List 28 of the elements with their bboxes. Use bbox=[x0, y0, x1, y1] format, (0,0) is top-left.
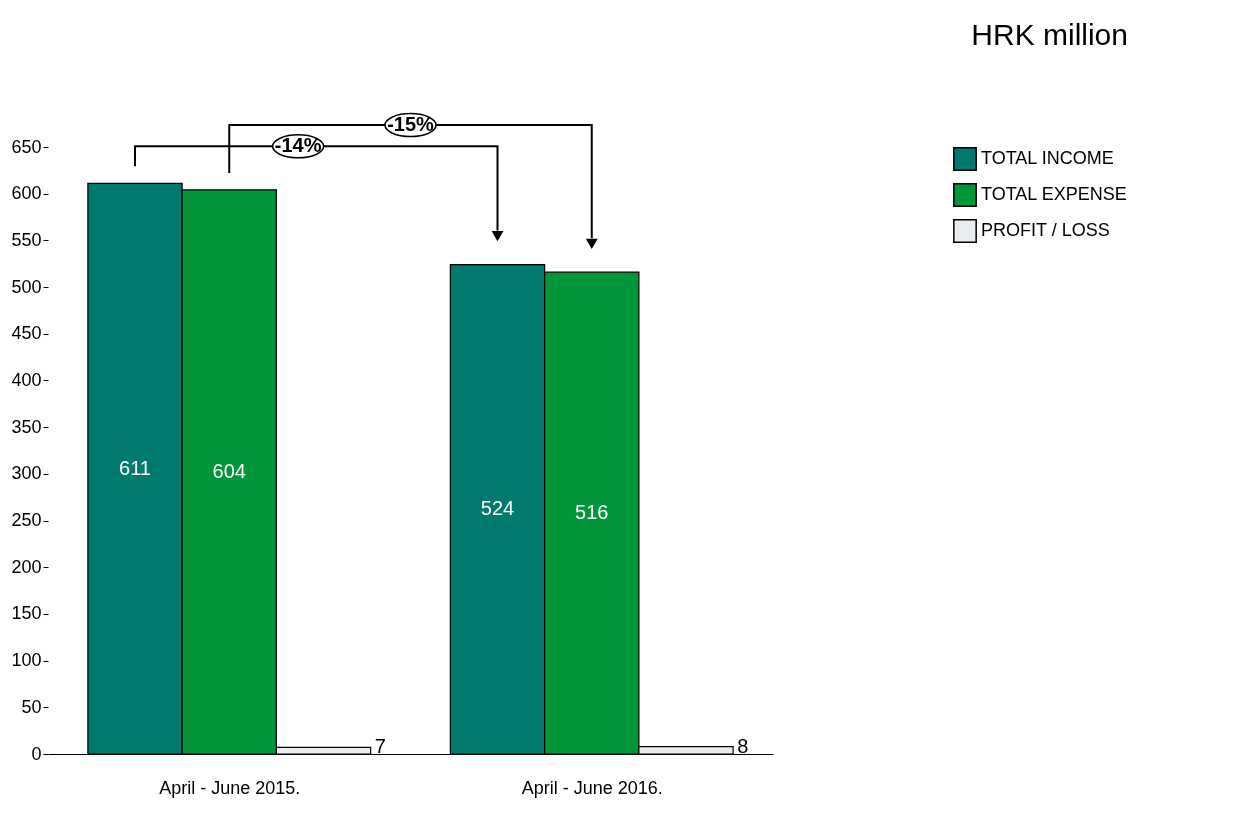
legend-label: PROFIT / LOSS bbox=[981, 220, 1110, 240]
y-tick-label: 250 bbox=[11, 510, 42, 531]
data-label: 611 bbox=[119, 456, 151, 479]
y-tick-label: 200 bbox=[11, 556, 42, 577]
x-tick-label: April - June 2015. bbox=[159, 777, 301, 798]
text: -15% bbox=[387, 113, 435, 136]
y-tick-label: 50 bbox=[21, 696, 42, 717]
y-tick-label: 450 bbox=[11, 323, 42, 344]
data-label: 7 bbox=[374, 735, 386, 758]
y-tick-label: 0 bbox=[31, 743, 42, 764]
data-label: 8 bbox=[737, 734, 749, 757]
y-tick-label: 300 bbox=[11, 463, 42, 484]
legend-label: TOTAL INCOME bbox=[981, 148, 1114, 168]
y-tick-label: 650 bbox=[11, 136, 42, 157]
y-tick-label: 500 bbox=[11, 276, 42, 297]
y-tick-label: 550 bbox=[11, 229, 42, 250]
x-tick-label: April - June 2016. bbox=[521, 777, 663, 798]
y-tick-label: 100 bbox=[11, 650, 42, 671]
annotation: -14% bbox=[274, 134, 322, 157]
y-tick-label: 600 bbox=[11, 183, 42, 204]
y-tick-label: 350 bbox=[11, 416, 42, 437]
y-tick-label: 400 bbox=[11, 369, 42, 390]
y-tick-label: 150 bbox=[11, 603, 42, 624]
data-label: 524 bbox=[480, 497, 515, 520]
text: HRK million bbox=[971, 17, 1128, 51]
data-label: 516 bbox=[575, 501, 609, 524]
data-label: 604 bbox=[212, 459, 246, 482]
legend-label: TOTAL EXPENSE bbox=[981, 184, 1127, 204]
